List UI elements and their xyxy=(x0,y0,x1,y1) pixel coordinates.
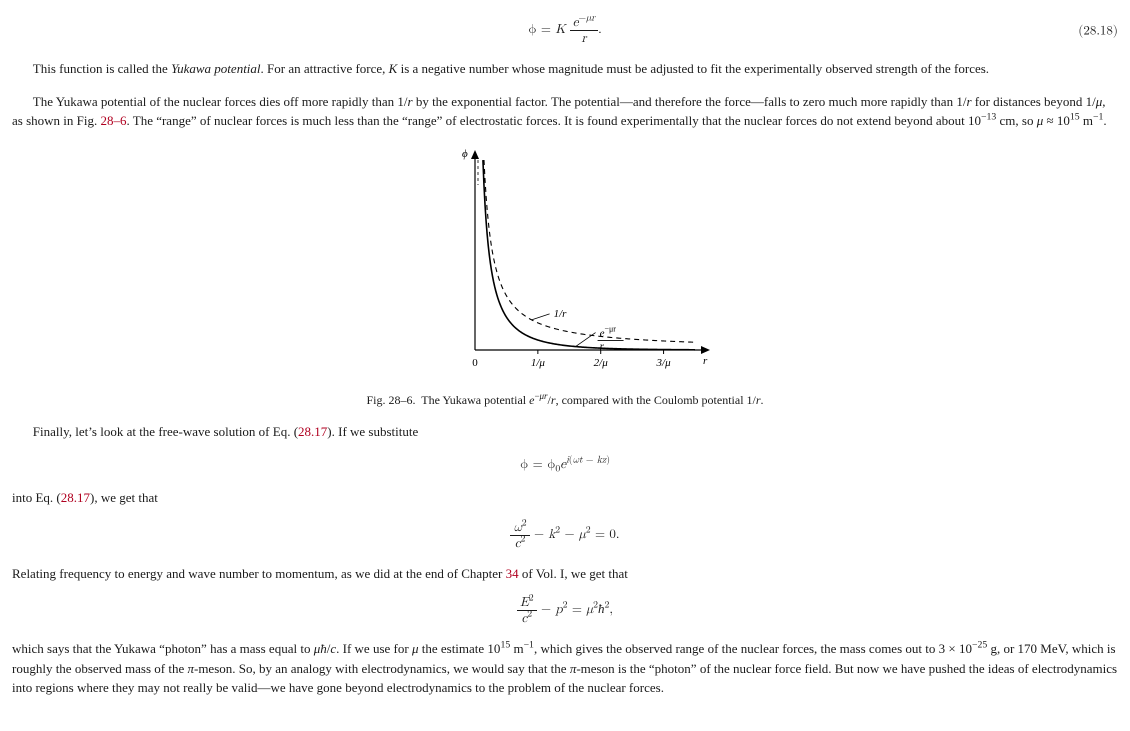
figure-28-6-svg: ϕr01/μ2/μ3/μ1/re−μrr xyxy=(415,145,715,380)
paragraph-5: Relating frequency to energy and wave nu… xyxy=(12,564,1118,584)
equation-28-18: ϕ = K e−μrr. (28.18) xyxy=(12,16,1118,45)
equation-28-18-number: (28.18) xyxy=(1078,21,1118,41)
document-page: ϕ = K e−μrr. (28.18) This function is ca… xyxy=(0,0,1130,731)
ref-fig-28-6[interactable]: 28–6 xyxy=(100,113,126,128)
svg-text:ϕ: ϕ xyxy=(462,148,468,160)
ref-eq-28-17a[interactable]: 28.17 xyxy=(298,424,327,439)
svg-text:0: 0 xyxy=(472,357,478,369)
equation-dispersion-body: ω2c2 − k2 − μ2 = 0. xyxy=(510,528,619,541)
paragraph-6: which says that the Yukawa “photon” has … xyxy=(12,639,1118,698)
figure-28-6-caption: Fig. 28–6. The Yukawa potential e−μr/r, … xyxy=(12,391,1118,409)
equation-dispersion: ω2c2 − k2 − μ2 = 0. xyxy=(12,521,1118,550)
svg-text:2/μ: 2/μ xyxy=(594,357,609,369)
svg-text:1/μ: 1/μ xyxy=(531,357,546,369)
svg-text:r: r xyxy=(703,355,708,367)
paragraph-1: This function is called the Yukawa poten… xyxy=(12,59,1118,79)
ref-eq-28-17b[interactable]: 28.17 xyxy=(61,490,90,505)
paragraph-2: The Yukawa potential of the nuclear forc… xyxy=(12,92,1118,131)
ref-ch-34[interactable]: 34 xyxy=(506,566,519,581)
equation-28-18-body: ϕ = K e−μrr. xyxy=(528,23,602,36)
svg-text:r: r xyxy=(600,340,605,352)
equation-wave-ansatz: ϕ = ϕ0ei(ωt − kz) xyxy=(12,455,1118,475)
svg-text:3/μ: 3/μ xyxy=(656,357,672,369)
figure-28-6: ϕr01/μ2/μ3/μ1/re−μrr Fig. 28–6. The Yuka… xyxy=(12,145,1118,410)
equation-wave-ansatz-body: ϕ = ϕ0ei(ωt − kz) xyxy=(520,458,610,471)
equation-mass-relation-body: E2c2 − p2 = μ2ħ2, xyxy=(517,603,613,616)
paragraph-3: Finally, let’s look at the free-wave sol… xyxy=(12,422,1118,442)
equation-mass-relation: E2c2 − p2 = μ2ħ2, xyxy=(12,596,1118,625)
paragraph-4: into Eq. (28.17), we get that xyxy=(12,488,1118,508)
svg-text:1/r: 1/r xyxy=(554,307,568,319)
